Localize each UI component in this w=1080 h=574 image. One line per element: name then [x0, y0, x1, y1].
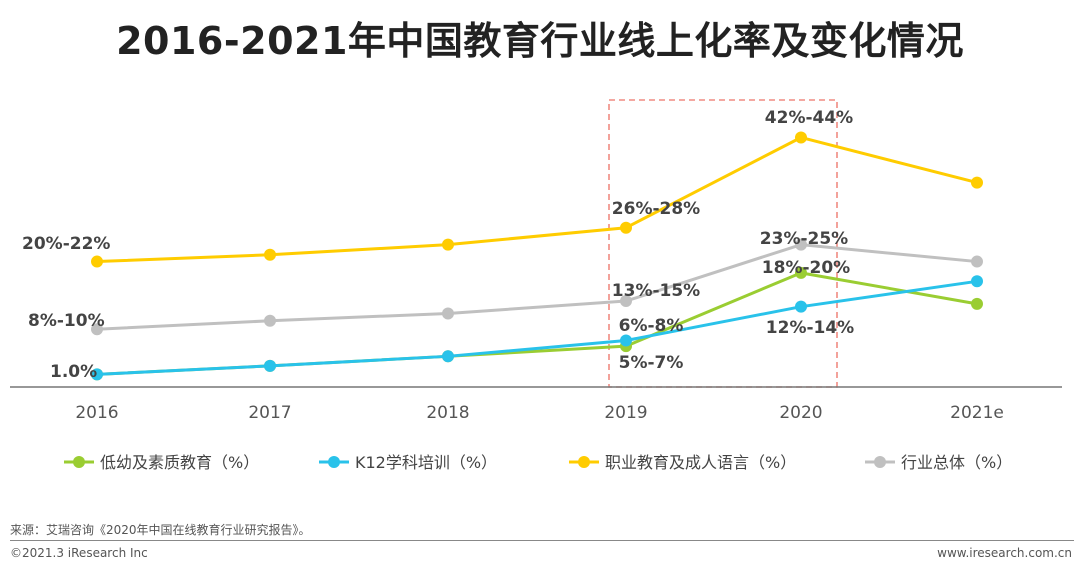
data-label: 6%-8%	[619, 316, 684, 336]
legend-item[interactable]: 职业教育及成人语言（%）	[569, 453, 796, 472]
data-point	[795, 300, 807, 313]
data-point	[91, 323, 103, 336]
legend-marker	[578, 456, 590, 468]
data-label: 1.0%	[50, 362, 97, 382]
series-line	[96, 135, 978, 264]
legend-item[interactable]: 行业总体（%）	[865, 453, 1012, 472]
data-label: 18%-20%	[762, 258, 850, 278]
x-tick-label: 2021e	[950, 403, 1004, 423]
legend-label: 低幼及素质教育（%）	[100, 453, 259, 472]
data-point	[264, 248, 276, 261]
source-note: 来源：艾瑞咨询《2020年中国在线教育行业研究报告》。	[10, 523, 311, 537]
copyright-text: ©2021.3 iResearch Inc	[10, 546, 148, 560]
data-point	[795, 238, 807, 251]
legend-label: 职业教育及成人语言（%）	[605, 453, 796, 472]
data-point	[795, 266, 807, 279]
data-label: 42%-44%	[765, 108, 853, 128]
data-point	[91, 255, 103, 268]
website-link[interactable]: www.iresearch.com.cn	[937, 546, 1072, 560]
series-line	[96, 279, 978, 376]
x-tick-label: 2019	[604, 403, 647, 423]
data-label: 26%-28%	[612, 199, 700, 219]
legend-label: 行业总体（%）	[901, 453, 1012, 472]
data-point	[620, 221, 632, 234]
data-label: 23%-25%	[760, 229, 848, 249]
chart-title: 2016-2021年中国教育行业线上化率及变化情况	[116, 19, 964, 63]
x-tick-label: 2020	[779, 403, 822, 423]
data-point	[620, 334, 632, 347]
data-point	[971, 275, 983, 288]
data-point	[971, 297, 983, 310]
data-label: 12%-14%	[766, 318, 854, 338]
data-point	[442, 238, 454, 251]
data-label: 8%-10%	[28, 311, 105, 331]
footer-divider	[10, 540, 1074, 541]
data-label: 5%-7%	[619, 353, 684, 373]
highlight-box	[608, 99, 838, 388]
x-tick-label: 2016	[75, 403, 118, 423]
x-tick-label: 2017	[248, 403, 291, 423]
data-label: 13%-15%	[612, 281, 700, 301]
series-line	[96, 243, 978, 331]
legend-label: K12学科培训（%）	[355, 453, 497, 472]
legend-marker	[73, 456, 85, 468]
data-point	[795, 131, 807, 144]
legend-marker	[328, 456, 340, 468]
data-point	[971, 176, 983, 189]
x-tick-label: 2018	[426, 403, 469, 423]
data-point	[620, 295, 632, 308]
legend-item[interactable]: K12学科培训（%）	[319, 453, 497, 472]
data-point	[971, 255, 983, 268]
data-point	[442, 307, 454, 320]
legend-item[interactable]: 低幼及素质教育（%）	[64, 453, 259, 472]
legend-marker	[874, 456, 886, 468]
data-point	[91, 368, 103, 381]
data-point	[264, 314, 276, 327]
data-point	[264, 359, 276, 372]
data-point	[442, 350, 454, 363]
data-label: 20%-22%	[22, 234, 110, 254]
